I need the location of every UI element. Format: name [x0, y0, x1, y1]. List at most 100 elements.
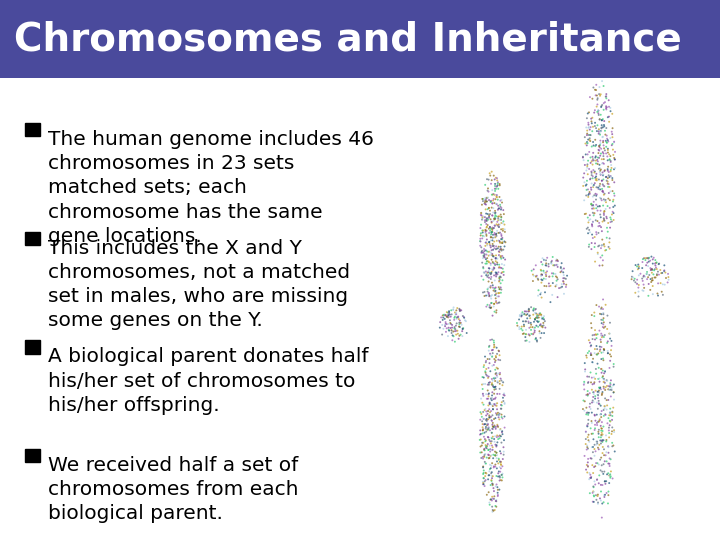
Point: [451, 326, 463, 335]
Point: [489, 221, 500, 230]
Point: [603, 137, 614, 146]
Point: [451, 310, 462, 319]
Point: [580, 403, 592, 412]
Point: [588, 123, 599, 131]
Point: [602, 311, 613, 320]
Point: [479, 250, 490, 259]
Point: [597, 427, 608, 435]
Point: [442, 311, 454, 320]
Point: [584, 389, 595, 397]
Point: [486, 379, 498, 387]
Point: [588, 141, 599, 150]
Point: [477, 462, 489, 471]
Point: [603, 382, 614, 390]
Point: [629, 288, 641, 297]
Point: [529, 305, 541, 314]
Point: [494, 409, 505, 418]
Point: [604, 356, 616, 365]
Point: [602, 148, 613, 157]
Point: [498, 253, 509, 262]
Point: [589, 451, 600, 460]
Point: [607, 407, 618, 416]
Point: [491, 182, 503, 191]
Point: [530, 261, 541, 269]
Point: [604, 224, 616, 232]
Point: [494, 275, 505, 284]
Point: [487, 395, 499, 403]
Point: [476, 248, 487, 257]
Point: [535, 288, 546, 297]
Point: [588, 497, 600, 506]
Point: [596, 499, 608, 508]
Point: [484, 414, 495, 422]
Point: [520, 330, 531, 339]
Point: [524, 314, 536, 322]
Point: [593, 417, 605, 426]
Point: [492, 485, 503, 494]
Point: [608, 195, 619, 204]
Point: [585, 114, 597, 123]
Point: [477, 438, 488, 447]
Point: [587, 396, 598, 405]
Point: [523, 305, 534, 313]
Point: [552, 260, 563, 269]
Point: [607, 133, 618, 141]
Point: [442, 308, 454, 317]
Point: [653, 271, 665, 279]
Point: [646, 265, 657, 274]
Point: [490, 287, 501, 296]
Point: [626, 272, 638, 281]
Point: [583, 475, 595, 483]
Point: [482, 446, 494, 454]
Point: [484, 282, 495, 291]
Point: [523, 323, 535, 332]
Point: [539, 312, 550, 320]
Point: [536, 271, 547, 279]
Point: [452, 312, 464, 321]
Point: [489, 244, 500, 253]
Point: [490, 187, 501, 195]
Point: [487, 233, 499, 242]
Point: [600, 104, 612, 112]
Point: [495, 273, 507, 281]
Point: [477, 226, 489, 235]
Point: [513, 315, 525, 324]
Point: [482, 475, 494, 484]
Point: [642, 275, 653, 284]
Point: [657, 280, 669, 289]
Point: [482, 421, 494, 429]
Point: [546, 258, 557, 266]
Point: [486, 391, 498, 400]
Point: [539, 329, 550, 338]
Point: [601, 177, 613, 185]
Point: [579, 133, 590, 141]
Point: [531, 312, 543, 320]
Point: [481, 372, 492, 380]
Point: [590, 195, 602, 204]
Point: [486, 176, 498, 185]
Point: [608, 189, 620, 198]
Point: [480, 302, 492, 311]
Point: [485, 292, 496, 301]
Point: [600, 410, 611, 418]
Point: [440, 320, 451, 328]
Point: [534, 310, 545, 319]
Point: [593, 383, 605, 392]
Point: [596, 251, 608, 260]
Point: [593, 90, 605, 98]
Point: [583, 437, 595, 446]
Point: [484, 411, 495, 420]
Point: [590, 394, 601, 403]
Point: [593, 130, 604, 138]
Point: [490, 185, 502, 193]
Point: [487, 224, 499, 233]
Point: [541, 282, 552, 291]
Point: [490, 296, 502, 305]
Point: [487, 231, 499, 239]
Point: [582, 124, 594, 132]
Point: [449, 308, 461, 317]
Point: [495, 464, 507, 472]
Point: [631, 275, 643, 284]
Point: [597, 366, 608, 375]
Point: [491, 226, 503, 235]
